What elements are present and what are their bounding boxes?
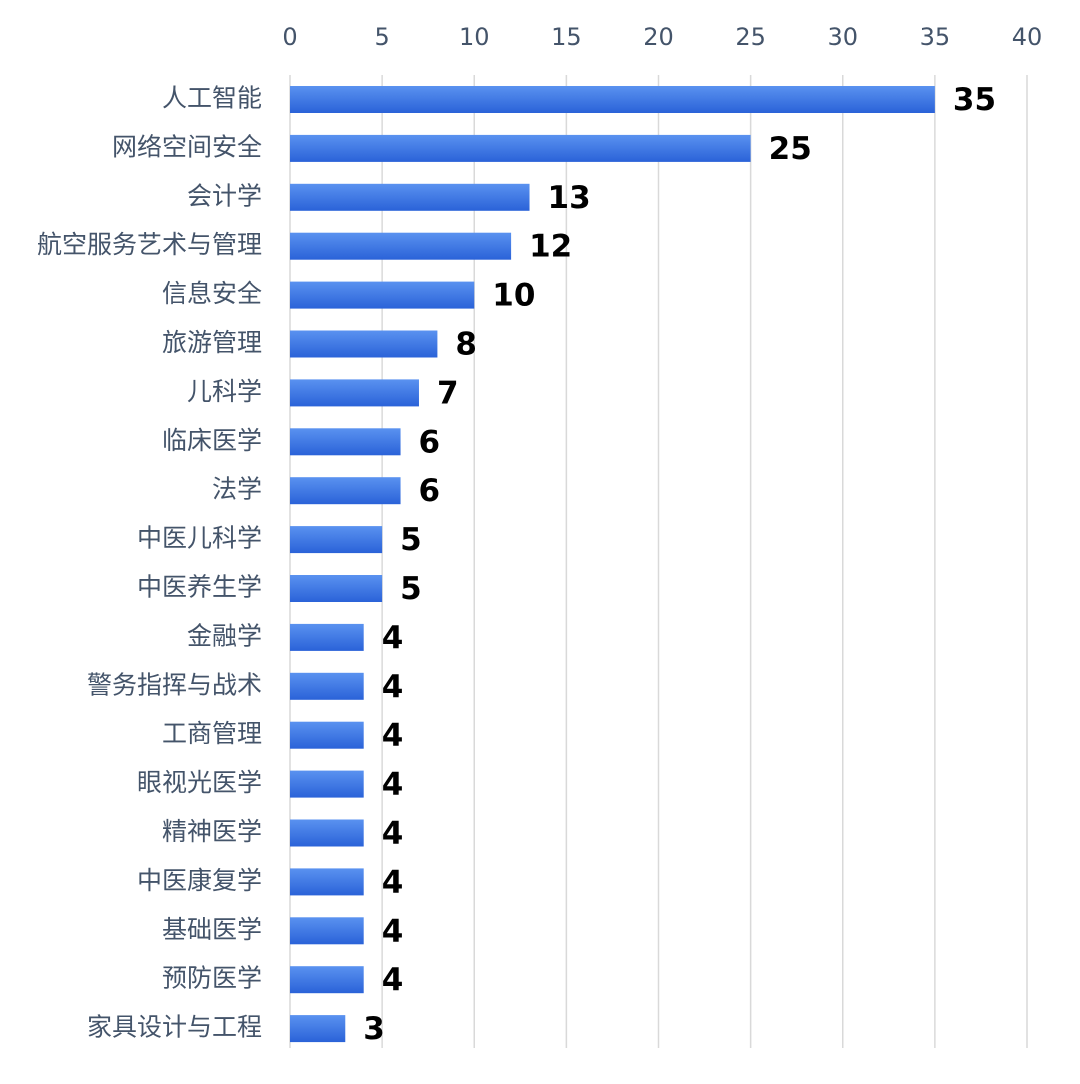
bar — [290, 868, 364, 896]
value-labels: 35 25 13 12 10 8 7 6 6 5 5 4 4 4 4 4 4 4 4 3 — [363, 82, 996, 1047]
category-label: 法学 — [212, 475, 262, 504]
data-label: 3 — [363, 1011, 385, 1047]
bar — [290, 917, 364, 945]
category-label: 金融学 — [187, 621, 262, 650]
bar — [290, 330, 438, 358]
category-label: 眼视光医学 — [137, 768, 262, 797]
data-label: 8 — [455, 327, 477, 363]
category-label: 精神医学 — [162, 817, 262, 846]
x-tick-label: 30 — [827, 23, 858, 51]
data-label: 4 — [382, 913, 404, 949]
data-label: 10 — [492, 278, 535, 314]
data-label: 7 — [437, 375, 459, 411]
bar — [290, 428, 401, 456]
category-label: 警务指挥与战术 — [87, 670, 262, 699]
category-label: 人工智能 — [162, 84, 262, 113]
grid-lines — [289, 75, 1028, 1048]
bar — [290, 134, 751, 162]
category-label: 家具设计与工程 — [87, 1013, 262, 1042]
data-label: 4 — [382, 962, 404, 998]
x-tick-label: 35 — [920, 23, 951, 51]
category-label: 儿科学 — [187, 377, 262, 406]
category-label: 旅游管理 — [162, 328, 262, 357]
data-label: 5 — [400, 571, 422, 607]
x-tick-label: 5 — [374, 23, 389, 51]
data-label: 5 — [400, 522, 422, 558]
data-label: 4 — [382, 718, 404, 754]
bar — [290, 623, 364, 651]
data-label: 6 — [419, 473, 441, 509]
x-tick-label: 40 — [1012, 23, 1043, 51]
data-label: 4 — [382, 620, 404, 656]
category-labels: 人工智能网络空间安全会计学航空服务艺术与管理信息安全旅游管理儿科学临床医学法学中… — [37, 84, 262, 1042]
category-label: 工商管理 — [162, 719, 262, 748]
bar — [290, 672, 364, 700]
x-axis-ticks: 0 5 10 15 20 25 30 35 40 — [282, 23, 1042, 51]
category-label: 临床医学 — [162, 426, 262, 455]
data-label: 4 — [382, 864, 404, 900]
x-tick-label: 25 — [735, 23, 766, 51]
data-label: 4 — [382, 669, 404, 705]
data-label: 35 — [953, 82, 996, 118]
bar — [290, 966, 364, 994]
category-label: 中医儿科学 — [137, 524, 262, 553]
bar — [290, 1015, 346, 1043]
x-tick-label: 15 — [551, 23, 582, 51]
bar — [290, 183, 530, 211]
category-label: 基础医学 — [162, 915, 262, 944]
category-label: 会计学 — [187, 181, 262, 210]
bar — [290, 721, 364, 749]
bars — [290, 86, 935, 1043]
data-label: 12 — [529, 229, 572, 265]
data-label: 4 — [382, 767, 404, 803]
data-label: 25 — [769, 131, 812, 167]
x-tick-label: 0 — [282, 23, 297, 51]
bar — [290, 477, 401, 505]
x-tick-label: 10 — [459, 23, 490, 51]
bar — [290, 281, 475, 309]
category-label: 中医康复学 — [137, 866, 262, 895]
data-label: 6 — [419, 424, 441, 460]
category-label: 信息安全 — [162, 279, 262, 308]
data-label: 4 — [382, 816, 404, 852]
category-label: 预防医学 — [162, 964, 262, 993]
bar — [290, 819, 364, 847]
category-label: 网络空间安全 — [112, 132, 262, 161]
bar — [290, 575, 383, 602]
bar — [290, 770, 364, 798]
category-label: 中医养生学 — [137, 573, 262, 602]
data-label: 13 — [548, 180, 591, 216]
bar — [290, 526, 383, 554]
bar — [290, 86, 935, 113]
x-tick-label: 20 — [643, 23, 674, 51]
bar — [290, 379, 419, 407]
category-label: 航空服务艺术与管理 — [37, 230, 262, 259]
bar — [290, 232, 512, 260]
